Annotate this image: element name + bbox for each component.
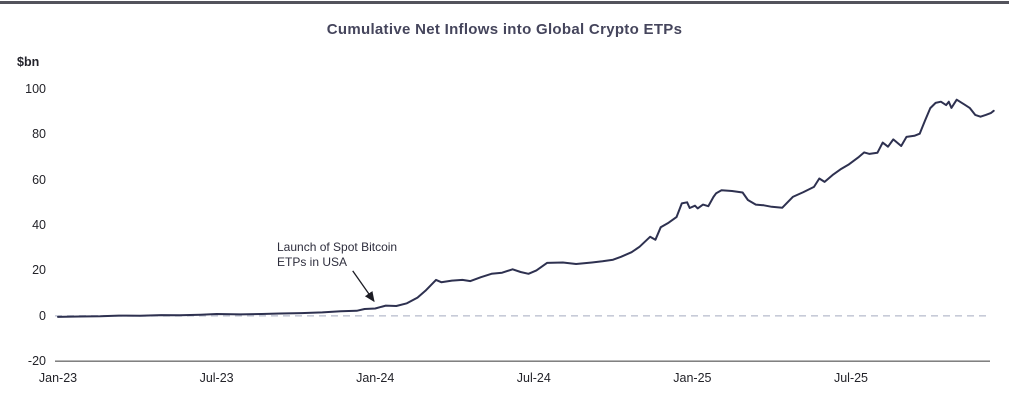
cumulative-inflows-line bbox=[57, 98, 995, 318]
y-tick-label: 0 bbox=[39, 308, 46, 323]
top-divider-rule bbox=[0, 1, 1009, 4]
y-tick-label: 80 bbox=[32, 127, 46, 142]
y-tick-label: 20 bbox=[32, 263, 46, 278]
y-axis-unit-label: $bn bbox=[17, 55, 40, 69]
x-tick-label: Jul-24 bbox=[516, 371, 551, 385]
annotation-line-2: ETPs in USA bbox=[277, 255, 348, 270]
launch-annotation: Launch of Spot Bitcoin ETPs in USA bbox=[277, 240, 397, 271]
annotation-arrow bbox=[352, 270, 375, 303]
annotation-line-1: Launch of Spot Bitcoin bbox=[277, 240, 398, 254]
x-tick-label: Jan-23 bbox=[38, 371, 78, 385]
x-tick-label: Jul-25 bbox=[833, 371, 869, 385]
x-tick-label: Jan-25 bbox=[673, 371, 712, 385]
y-tick-label: 100 bbox=[25, 81, 46, 96]
chart-title: Cumulative Net Inflows into Global Crypt… bbox=[326, 21, 683, 38]
y-tick-label: 60 bbox=[32, 172, 46, 187]
x-tick-label: Jul-23 bbox=[199, 371, 234, 385]
x-tick-label: Jan-24 bbox=[356, 371, 395, 385]
y-tick-label: -20 bbox=[27, 354, 46, 369]
y-tick-label: 40 bbox=[32, 218, 46, 232]
